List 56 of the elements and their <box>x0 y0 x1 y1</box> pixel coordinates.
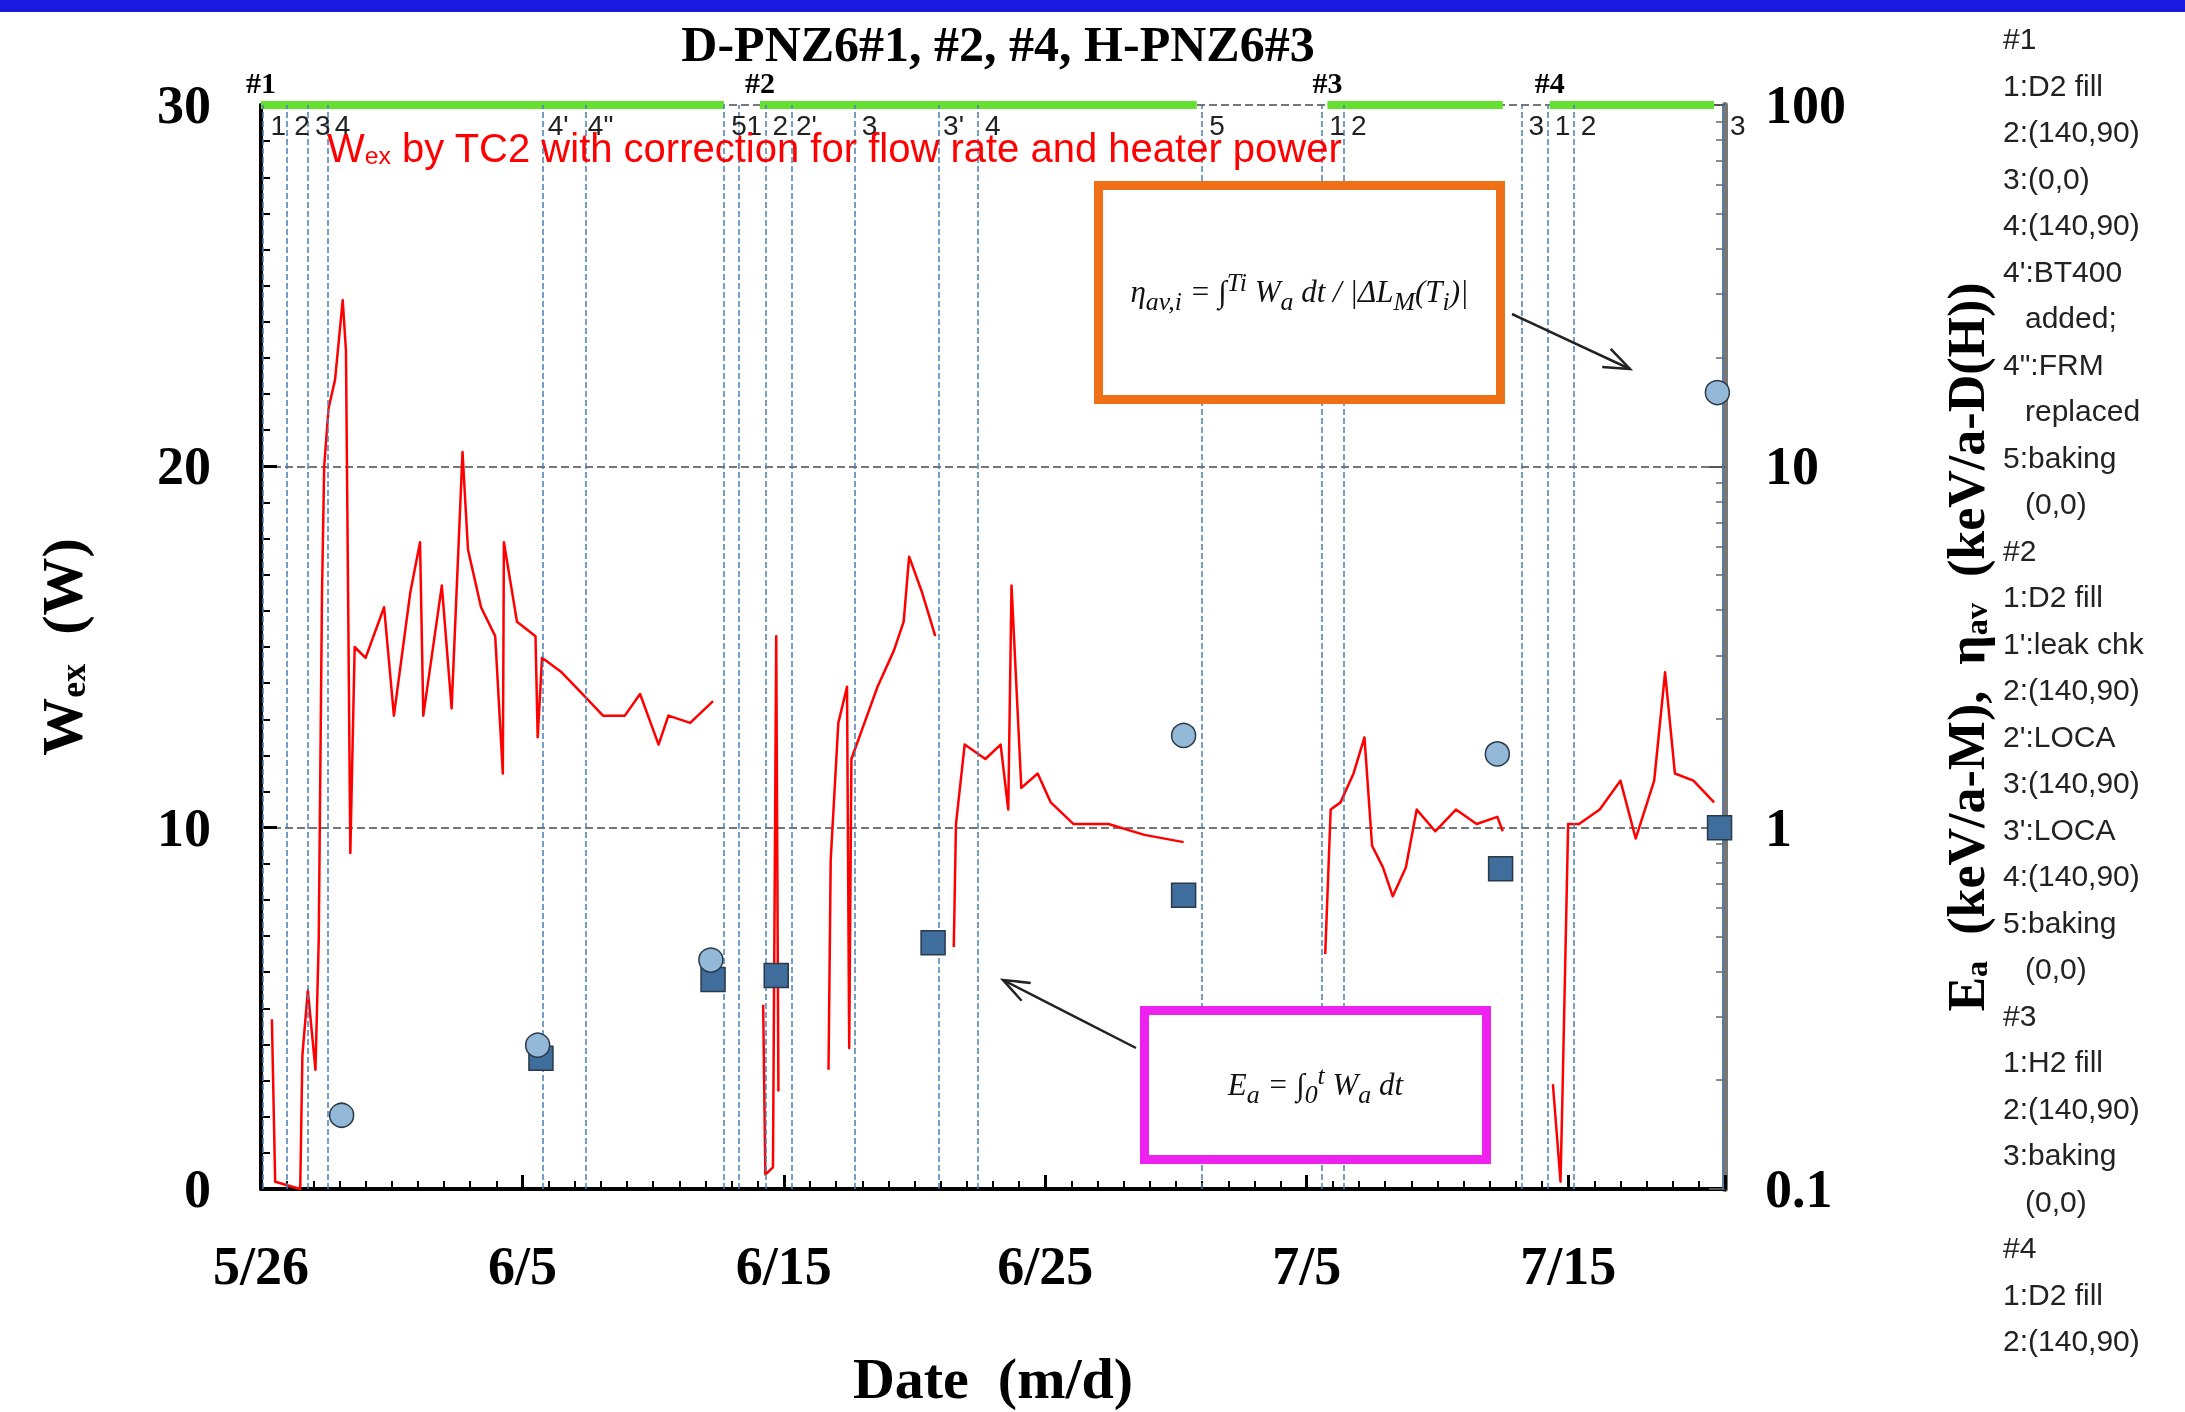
text: 3':LOCA <box>2003 811 2117 848</box>
text: #2 <box>2003 532 2038 569</box>
text: #4 <box>2003 1230 2038 1266</box>
formula-frame: E$_{a}$ = ∫$_{0}$$^{t}$ W$_{a}$ dt <box>1140 1006 1491 1164</box>
ref-line-label: 1 <box>1554 109 1571 141</box>
text: 2:(140,90) <box>2003 1323 2141 1359</box>
text: 1:D2 fill <box>2003 67 2105 104</box>
text: 2:(140,90) <box>2003 114 2141 150</box>
text: 1:H2 fill <box>2003 1044 2105 1080</box>
y2-tick-label: 100 <box>1765 75 1846 135</box>
y-tick-label: 0 <box>184 1159 211 1219</box>
x-tick-label: 7/15 <box>1520 1236 1617 1296</box>
x-tick-label: 6/5 <box>487 1236 557 1296</box>
ref-line-label: 3' <box>943 109 964 141</box>
text: #3 <box>2003 997 2038 1034</box>
text: 4:(140,90) <box>2003 858 2141 894</box>
formula-frame: η$_{av,i}$ = ∫$^{Ti}$ W$_{a}$ dt / |ΔL$_{M}$(T$_{i}$)| <box>1094 181 1505 404</box>
y-tick-label: 30 <box>157 75 211 135</box>
text: 4':BT400 added; <box>2003 253 2124 336</box>
text: 1:D2 fill <box>2003 1276 2105 1313</box>
text: 2:(140,90) <box>2003 1090 2141 1127</box>
text: 4":FRM replaced <box>2003 346 2142 429</box>
ref-line-label: 3 <box>1730 109 1746 141</box>
text: 5:baking (0,0) <box>2003 439 2118 522</box>
series-label: #1 <box>246 65 276 99</box>
x-tick-label: 6/15 <box>735 1236 832 1296</box>
ref-line-label: 2 <box>1580 109 1597 141</box>
ref-line-label: 2 <box>294 109 310 141</box>
text: 1:D2 fill <box>2003 579 2105 615</box>
text: 5:baking (0,0) <box>2003 904 2118 987</box>
annotation: E$_{a}$ = ∫$_{0}$$^{t}$ W$_{a}$ dt <box>1227 1060 1404 1110</box>
text: 3:(140,90) <box>2003 765 2141 801</box>
y2-axis-title: Ea (keV/a-M), ηav (keV/a-D(H)) <box>1937 282 1996 1012</box>
text: 3:baking (0,0) <box>2003 1137 2118 1220</box>
series-label: #4 <box>1534 65 1565 99</box>
series-label: #3 <box>1312 65 1343 99</box>
ref-line-label: 1 <box>270 109 286 141</box>
text: 1':leak chk <box>2003 625 2145 662</box>
y2-tick-label: 1 <box>1765 797 1792 858</box>
x-axis-title: Date (m/d) <box>852 1345 1134 1411</box>
text: #1 <box>2003 21 2038 57</box>
y-tick-label: 20 <box>157 436 211 497</box>
x-tick-label: 6/25 <box>997 1236 1094 1296</box>
text: 4:(140,90) <box>2003 207 2141 243</box>
y-tick-label: 10 <box>157 797 211 858</box>
text: 2:(140,90) <box>2003 672 2141 708</box>
y-axis-title: Wex (W) <box>29 538 95 756</box>
ref-line-label: 1 <box>1329 109 1345 141</box>
text: 3:(0,0) <box>2003 160 2091 197</box>
ref-line-label: 2 <box>1350 109 1367 141</box>
text: 2':LOCA <box>2003 718 2117 755</box>
ref-line-label: 3 <box>1528 109 1545 141</box>
y2-tick-label: 0.1 <box>1765 1159 1833 1219</box>
x-tick-label: 5/26 <box>212 1236 310 1296</box>
y2-tick-label: 10 <box>1765 436 1819 497</box>
x-tick-label: 7/5 <box>1272 1236 1342 1296</box>
